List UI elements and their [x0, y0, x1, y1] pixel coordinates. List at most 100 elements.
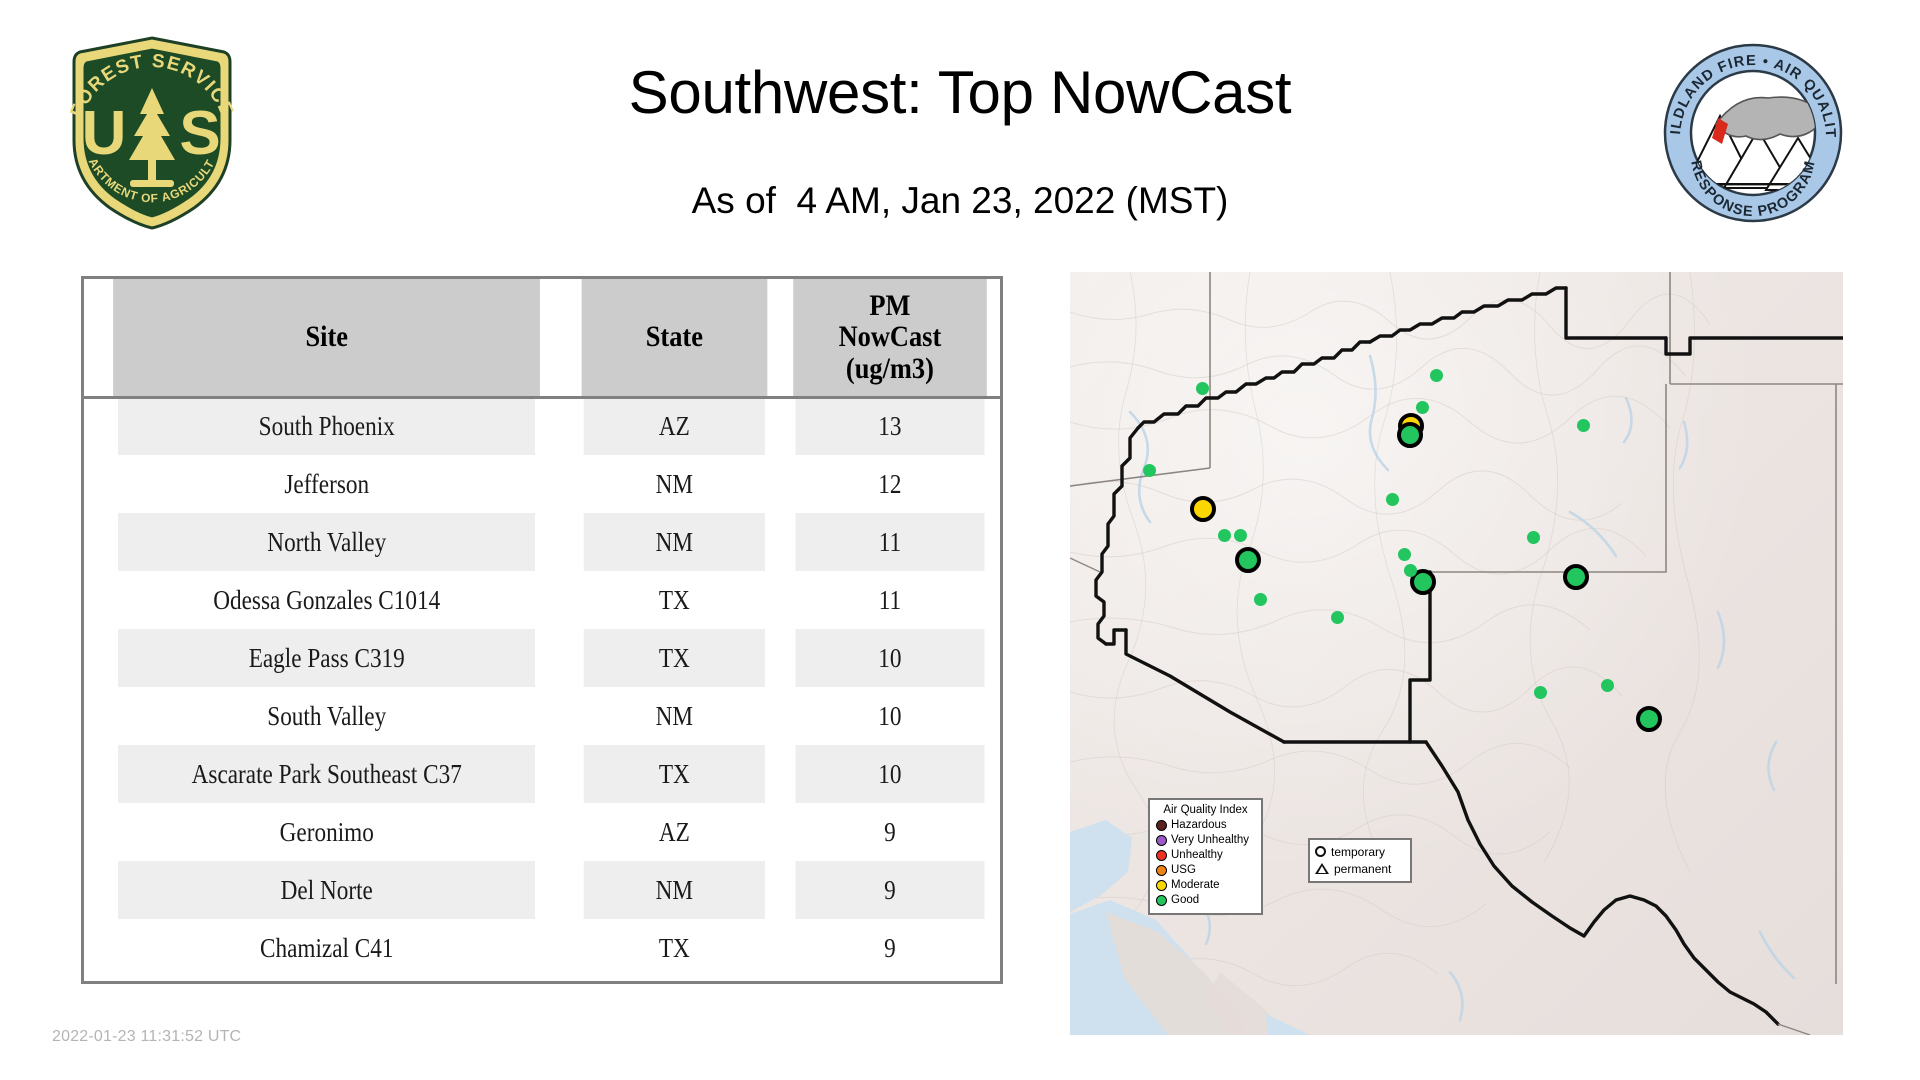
- usg-swatch-icon: [1156, 865, 1167, 876]
- table-header-row: Site State PM NowCast (ug/m3): [84, 279, 1000, 399]
- column-header-pm-line2: NowCast: [838, 320, 942, 354]
- column-header-pm-line3: (ug/m3): [846, 352, 935, 386]
- cell-site: Jefferson: [117, 455, 536, 513]
- cell-site: Del Norte: [117, 861, 536, 919]
- table-row[interactable]: South Phoenix AZ 13: [84, 397, 1000, 455]
- marker-north-valley-good[interactable]: [1397, 422, 1423, 448]
- table-body: South Phoenix AZ 13 Jefferson NM 12 Nort…: [84, 397, 1000, 977]
- column-header-site-label: Site: [305, 320, 349, 354]
- table-row[interactable]: South Valley NM 10: [84, 687, 1000, 745]
- legend-item-moderate: Moderate: [1156, 878, 1255, 893]
- cell-site: Ascarate Park Southeast C37: [117, 745, 536, 803]
- wildland-fire-air-quality-response-program-logo: WILDLAND FIRE • AIR QUALITY RESPONSE PRO…: [1651, 26, 1848, 228]
- cell-state: TX: [584, 571, 766, 629]
- cell-state: NM: [584, 861, 766, 919]
- page-subtitle: As of 4 AM, Jan 23, 2022 (MST): [691, 180, 1229, 221]
- table-row[interactable]: Ascarate Park Southeast C37 TX 10: [84, 745, 1000, 803]
- monitor-type-legend: temporary permanent: [1308, 838, 1412, 883]
- legend-title: Air Quality Index: [1163, 804, 1248, 816]
- legend-item-permanent: permanent: [1315, 860, 1405, 877]
- cell-site: Geronimo: [117, 803, 536, 861]
- legend-item-usg: USG: [1156, 863, 1255, 878]
- marker-site-e[interactable]: [1218, 529, 1231, 542]
- cell-pm: 9: [795, 919, 985, 977]
- marker-site-k[interactable]: [1527, 531, 1540, 544]
- legend-label: USG: [1171, 863, 1196, 876]
- legend-label: permanent: [1334, 861, 1392, 876]
- table-row[interactable]: North Valley NM 11: [84, 513, 1000, 571]
- page-title: Southwest: Top NowCast: [628, 59, 1292, 126]
- unhealthy-swatch-icon: [1156, 850, 1167, 861]
- marker-site-a[interactable]: [1196, 382, 1209, 395]
- cell-pm: 10: [795, 629, 985, 687]
- legend-item-good: Good: [1156, 893, 1255, 908]
- cell-state: NM: [584, 455, 766, 513]
- legend-label: temporary: [1331, 844, 1386, 859]
- cell-site: North Valley: [117, 513, 536, 571]
- cell-site: Odessa Gonzales C1014: [117, 571, 536, 629]
- legend-item-unhealthy: Unhealthy: [1156, 848, 1255, 863]
- cell-state: NM: [584, 513, 766, 571]
- svg-text:U: U: [82, 99, 127, 168]
- cell-pm: 9: [795, 803, 985, 861]
- table-row[interactable]: Geronimo AZ 9: [84, 803, 1000, 861]
- column-header-state[interactable]: State: [582, 279, 768, 399]
- footer-timestamp: 2022-01-23 11:31:52 UTC: [52, 1028, 242, 1045]
- marker-site-c[interactable]: [1416, 401, 1429, 414]
- marker-site-m[interactable]: [1534, 686, 1547, 699]
- marker-site-f[interactable]: [1234, 529, 1247, 542]
- marker-geronimo[interactable]: [1235, 547, 1261, 573]
- marker-site-d[interactable]: [1143, 464, 1156, 477]
- legend-label: Moderate: [1171, 878, 1220, 891]
- cell-pm: 12: [795, 455, 985, 513]
- legend-label: Unhealthy: [1171, 848, 1223, 861]
- hazardous-swatch-icon: [1156, 820, 1167, 831]
- triangle-outline-icon: [1315, 863, 1329, 874]
- legend-label: Good: [1171, 893, 1200, 906]
- air-quality-map[interactable]: [1070, 272, 1843, 1035]
- table-row[interactable]: Del Norte NM 9: [84, 861, 1000, 919]
- marker-site-g[interactable]: [1577, 419, 1590, 432]
- marker-south-phoenix[interactable]: [1190, 496, 1216, 522]
- marker-site-j[interactable]: [1404, 564, 1417, 577]
- table-row[interactable]: Eagle Pass C319 TX 10: [84, 629, 1000, 687]
- usfs-shield-logo: FOREST SERVICE DEPARTMENT OF AGRICULTURE…: [47, 21, 252, 232]
- cell-state: AZ: [584, 803, 766, 861]
- marker-site-o[interactable]: [1331, 611, 1344, 624]
- legend-label: Very Unhealthy: [1171, 833, 1249, 846]
- marker-site-i[interactable]: [1398, 548, 1411, 561]
- cell-pm: 11: [795, 571, 985, 629]
- legend-label: Hazardous: [1171, 818, 1227, 831]
- cell-pm: 13: [795, 397, 985, 455]
- cell-site: South Valley: [117, 687, 536, 745]
- cell-state: NM: [584, 687, 766, 745]
- cell-state: AZ: [584, 397, 766, 455]
- very-unhealthy-swatch-icon: [1156, 835, 1167, 846]
- marker-site-l[interactable]: [1254, 593, 1267, 606]
- cell-pm: 10: [795, 687, 985, 745]
- cell-pm: 9: [795, 861, 985, 919]
- marker-odessa-gonzales[interactable]: [1563, 564, 1589, 590]
- legend-item-hazardous: Hazardous: [1156, 818, 1255, 833]
- marker-site-h[interactable]: [1386, 493, 1399, 506]
- marker-eagle-pass[interactable]: [1636, 706, 1662, 732]
- cell-pm: 10: [795, 745, 985, 803]
- marker-site-b[interactable]: [1430, 369, 1443, 382]
- cell-site: South Phoenix: [117, 397, 536, 455]
- cell-state: TX: [584, 919, 766, 977]
- table-row[interactable]: Odessa Gonzales C1014 TX 11: [84, 571, 1000, 629]
- table-row[interactable]: Jefferson NM 12: [84, 455, 1000, 513]
- table-row[interactable]: Chamizal C41 TX 9: [84, 919, 1000, 977]
- nowcast-table: Site State PM NowCast (ug/m3) South Phoe…: [81, 276, 1003, 984]
- cell-state: TX: [584, 629, 766, 687]
- legend-item-very-unhealthy: Very Unhealthy: [1156, 833, 1255, 848]
- cell-site: Chamizal C41: [117, 919, 536, 977]
- column-header-site[interactable]: Site: [113, 279, 541, 399]
- marker-site-n[interactable]: [1601, 679, 1614, 692]
- column-header-pm-nowcast[interactable]: PM NowCast (ug/m3): [793, 279, 987, 399]
- cell-pm: 11: [795, 513, 985, 571]
- column-header-pm-line1: PM: [869, 288, 911, 322]
- legend-item-temporary: temporary: [1315, 843, 1405, 860]
- svg-text:S: S: [179, 99, 220, 168]
